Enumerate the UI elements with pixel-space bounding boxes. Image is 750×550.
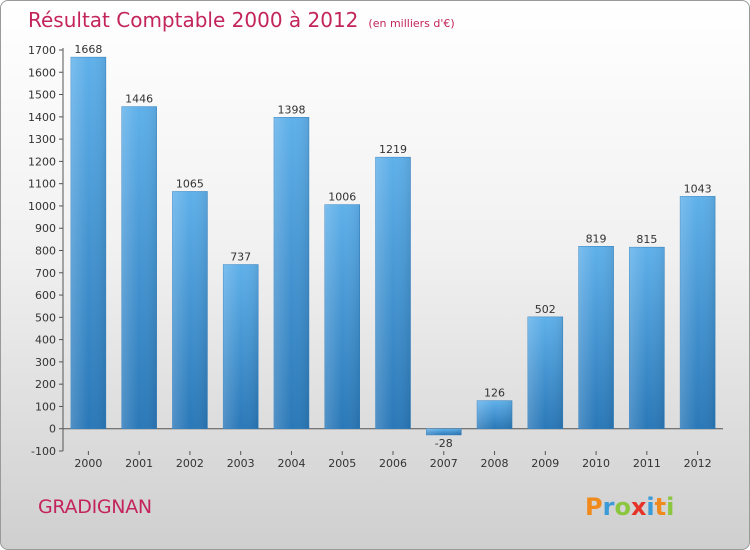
y-tick-label: -100 — [31, 445, 56, 458]
data-label: 126 — [484, 387, 505, 400]
bar-shine — [426, 428, 462, 435]
chart-title: Résultat Comptable 2000 à 2012 — [28, 8, 359, 32]
data-label: 1219 — [379, 143, 407, 156]
bar-shine — [578, 246, 614, 429]
logo-letter: i — [646, 493, 655, 521]
data-label: -28 — [435, 437, 453, 450]
data-label: 1006 — [328, 191, 356, 204]
logo-letter: x — [630, 493, 647, 521]
y-tick-label: 1200 — [28, 155, 56, 168]
y-tick-label: 1300 — [28, 133, 56, 146]
logo-letter: r — [602, 493, 615, 521]
data-label: 1446 — [125, 93, 153, 106]
x-tick-label: 2002 — [176, 457, 204, 470]
x-tick-label: 2006 — [379, 457, 407, 470]
data-label: 815 — [636, 233, 657, 246]
x-tick-label: 2005 — [328, 457, 356, 470]
data-label: 819 — [586, 232, 607, 245]
logo-letter: P — [585, 493, 603, 521]
bar-shine — [172, 191, 208, 429]
data-label: 1668 — [74, 43, 102, 56]
proxiti-logo: Proxiti — [585, 493, 674, 521]
bar-shine — [273, 117, 309, 429]
y-tick-label: 1000 — [28, 200, 56, 213]
x-tick-label: 2011 — [633, 457, 661, 470]
bar-shine — [527, 316, 563, 429]
x-tick-label: 2007 — [430, 457, 458, 470]
data-label: 1398 — [277, 103, 305, 116]
bar-shine — [629, 247, 665, 429]
chart-title-block: Résultat Comptable 2000 à 2012 (en millie… — [28, 8, 455, 32]
y-tick-label: 200 — [35, 378, 56, 391]
y-tick-label: 1600 — [28, 66, 56, 79]
y-axis: -100 0 100 200 300 400 500 600 700 800 900 1000 1100… — [28, 44, 64, 458]
bar-shine — [121, 106, 157, 429]
y-tick-label: 1500 — [28, 89, 56, 102]
y-tick-label: 100 — [35, 400, 56, 413]
data-label: 502 — [535, 303, 556, 316]
x-tick-label: 2012 — [684, 457, 712, 470]
bar-shine — [70, 57, 106, 429]
logo-letter: i — [666, 493, 675, 521]
x-tick-label: 2008 — [481, 457, 509, 470]
y-tick-label: 1400 — [28, 111, 56, 124]
data-label: 1043 — [684, 182, 712, 195]
data-label: 1065 — [176, 177, 204, 190]
y-tick-label: 700 — [35, 267, 56, 280]
logo-letter: t — [654, 493, 667, 521]
logo-letter: o — [614, 493, 631, 521]
x-tick-label: 2004 — [277, 457, 305, 470]
bar-shine — [375, 157, 411, 429]
x-axis: 2000 2001 2002 2003 2004 2005 2006 2007 2008 2009… — [63, 428, 723, 470]
y-tick-label: 300 — [35, 356, 56, 369]
y-tick-label: 1100 — [28, 178, 56, 191]
bar-shine — [680, 196, 716, 429]
y-tick-label: 1700 — [28, 44, 56, 57]
city-name: GRADIGNAN — [38, 496, 152, 518]
y-tick-label: 400 — [35, 334, 56, 347]
x-tick-label: 2000 — [74, 457, 102, 470]
bar-shine — [324, 204, 360, 429]
y-tick-label: 900 — [35, 222, 56, 235]
x-tick-label: 2003 — [227, 457, 255, 470]
bar-series: 1668 1446 1065 737 1398 1006 1219 -28 126 502 819 8… — [70, 43, 716, 450]
bar-shine — [477, 400, 513, 429]
bar-shine — [223, 264, 259, 429]
y-tick-label: 600 — [35, 289, 56, 302]
x-tick-label: 2009 — [531, 457, 559, 470]
data-label: 737 — [230, 251, 251, 264]
y-tick-label: 500 — [35, 311, 56, 324]
y-tick-label: 800 — [35, 245, 56, 258]
chart-subtitle: (en milliers d'€) — [368, 17, 455, 30]
x-tick-label: 2010 — [582, 457, 610, 470]
y-tick-label: 0 — [49, 423, 56, 436]
x-tick-label: 2001 — [125, 457, 153, 470]
